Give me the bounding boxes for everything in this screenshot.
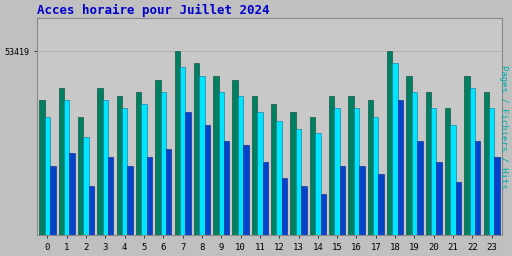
- Bar: [70, 153, 75, 256]
- Bar: [407, 76, 412, 256]
- Bar: [243, 145, 249, 256]
- Bar: [147, 157, 152, 256]
- Bar: [166, 149, 172, 256]
- Bar: [224, 141, 229, 256]
- Bar: [392, 63, 398, 256]
- Bar: [252, 96, 257, 256]
- Text: Acces horaire pour Juillet 2024: Acces horaire pour Juillet 2024: [37, 4, 269, 17]
- Bar: [489, 108, 495, 256]
- Bar: [199, 76, 205, 256]
- Bar: [315, 133, 321, 256]
- Bar: [412, 92, 417, 256]
- Bar: [425, 92, 431, 256]
- Bar: [475, 141, 480, 256]
- Bar: [78, 116, 83, 256]
- Bar: [398, 100, 403, 256]
- Bar: [387, 51, 392, 256]
- Bar: [310, 116, 315, 256]
- Bar: [296, 129, 301, 256]
- Bar: [50, 166, 55, 256]
- Bar: [329, 96, 334, 256]
- Bar: [136, 92, 141, 256]
- Bar: [263, 162, 268, 256]
- Bar: [495, 157, 500, 256]
- Bar: [127, 166, 133, 256]
- Bar: [445, 108, 451, 256]
- Bar: [117, 96, 122, 256]
- Bar: [108, 157, 114, 256]
- Bar: [141, 104, 147, 256]
- Bar: [373, 116, 378, 256]
- Bar: [122, 108, 127, 256]
- Bar: [417, 141, 422, 256]
- Bar: [456, 182, 461, 256]
- Bar: [175, 51, 180, 256]
- Bar: [271, 104, 276, 256]
- Bar: [257, 112, 263, 256]
- Bar: [103, 100, 108, 256]
- Bar: [321, 194, 326, 256]
- Bar: [290, 112, 296, 256]
- Bar: [359, 166, 365, 256]
- Bar: [340, 166, 345, 256]
- Bar: [64, 100, 70, 256]
- Bar: [451, 125, 456, 256]
- Y-axis label: Pages / Fichiers / Hits: Pages / Fichiers / Hits: [499, 65, 508, 189]
- Bar: [238, 96, 243, 256]
- Bar: [276, 121, 282, 256]
- Bar: [282, 178, 287, 256]
- Bar: [83, 137, 89, 256]
- Bar: [436, 162, 442, 256]
- Bar: [97, 88, 103, 256]
- Bar: [464, 76, 470, 256]
- Bar: [348, 96, 354, 256]
- Bar: [483, 92, 489, 256]
- Bar: [89, 186, 94, 256]
- Bar: [180, 68, 185, 256]
- Bar: [431, 108, 436, 256]
- Bar: [378, 174, 384, 256]
- Bar: [470, 88, 475, 256]
- Bar: [161, 92, 166, 256]
- Bar: [232, 80, 238, 256]
- Bar: [354, 108, 359, 256]
- Bar: [185, 112, 191, 256]
- Bar: [59, 88, 64, 256]
- Bar: [205, 125, 210, 256]
- Bar: [219, 92, 224, 256]
- Bar: [301, 186, 307, 256]
- Bar: [155, 80, 161, 256]
- Bar: [45, 116, 50, 256]
- Bar: [194, 63, 199, 256]
- Bar: [368, 100, 373, 256]
- Bar: [334, 108, 340, 256]
- Bar: [39, 100, 45, 256]
- Bar: [213, 76, 219, 256]
